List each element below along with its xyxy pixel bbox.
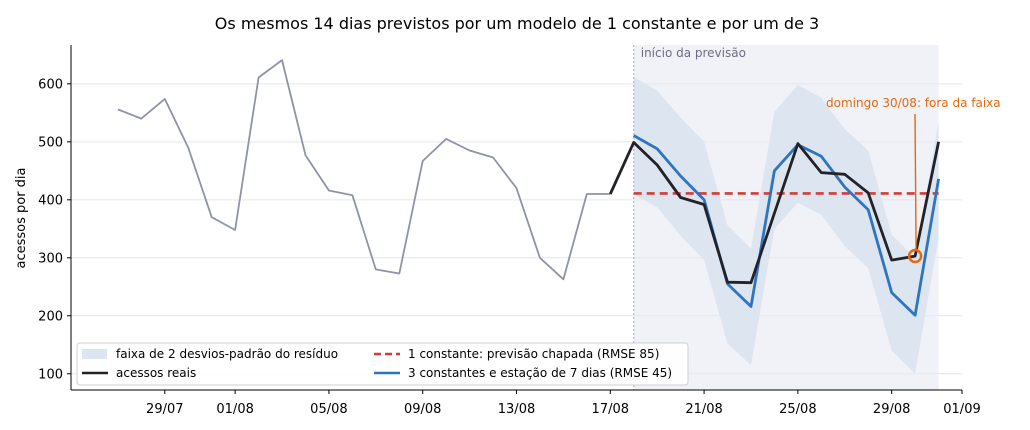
actual-visits-line xyxy=(609,140,940,285)
legend-entry-band-label: faixa de 2 desvios-padrão do resíduo xyxy=(116,347,338,361)
x-tick-label: 09/08 xyxy=(404,402,441,417)
x-tick-label: 29/07 xyxy=(146,402,183,417)
x-tick-label: 29/08 xyxy=(873,402,910,417)
y-tick-label: 500 xyxy=(38,135,63,150)
y-tick-label: 200 xyxy=(38,309,63,324)
y-tick-label: 400 xyxy=(38,193,63,208)
x-tick-label: 25/08 xyxy=(779,402,816,417)
legend-frame xyxy=(76,342,689,386)
annotation-arrow xyxy=(914,113,917,250)
y-tick-label: 300 xyxy=(38,251,63,266)
x-tick-label: 01/09 xyxy=(943,402,980,417)
x-tick-label: 01/08 xyxy=(216,402,253,417)
annotation-marker xyxy=(907,248,923,264)
x-tick-label: 21/08 xyxy=(685,402,722,417)
residual-band xyxy=(633,76,939,374)
y-tick-label: 600 xyxy=(38,77,63,92)
legend-entry-band-swatch xyxy=(82,349,107,359)
y-axis-label: acessos por dia xyxy=(14,167,29,268)
x-tick-label: 05/08 xyxy=(310,402,347,417)
annotation-label: domingo 30/08: fora da faixa xyxy=(826,96,1001,110)
plot-area: início da previsão domingo 30/08: fora da… xyxy=(38,45,1001,417)
seasonal-forecast-line xyxy=(633,134,940,317)
legend-entry-seasonal-label: 3 constantes e estação de 7 dias (RMSE 4… xyxy=(408,366,672,380)
forecast-start-label: início da previsão xyxy=(641,46,746,60)
x-tick-label: 13/08 xyxy=(498,402,535,417)
history-line xyxy=(117,59,611,281)
legend: faixa de 2 desvios-padrão do resíduo aces… xyxy=(76,342,689,386)
legend-entry-actual-label: acessos reais xyxy=(116,366,196,380)
y-tick-label: 100 xyxy=(38,367,63,382)
legend-entry-constant-label: 1 constante: previsão chapada (RMSE 85) xyxy=(408,347,659,361)
chart-title: Os mesmos 14 dias previstos por um model… xyxy=(215,14,819,33)
x-tick-label: 17/08 xyxy=(592,402,629,417)
